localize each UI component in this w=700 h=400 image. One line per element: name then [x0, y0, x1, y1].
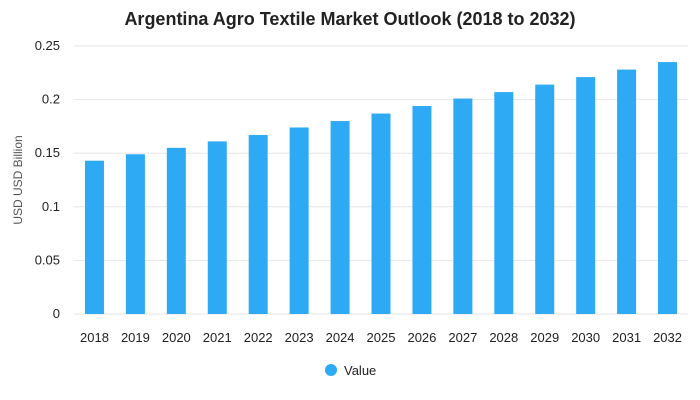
x-tick-label-2025: 2025 [367, 330, 396, 345]
legend-swatch-value [325, 364, 337, 376]
bar-2024[interactable] [330, 121, 350, 314]
y-tick-label: 0.1 [42, 199, 60, 214]
bar-2026[interactable] [412, 106, 432, 314]
x-tick-label-2030: 2030 [571, 330, 600, 345]
chart-title: Argentina Agro Textile Market Outlook (2… [124, 9, 575, 29]
x-axis-tick-labels: 2018 2019 2020 2021 2022 2023 2024 2025 2026 2027… [80, 330, 682, 345]
y-tick-label: 0.05 [35, 252, 60, 267]
y-tick-label: 0.15 [35, 145, 60, 160]
x-tick-label-2026: 2026 [407, 330, 436, 345]
bar-2019[interactable] [125, 154, 145, 314]
y-tick-label: 0.25 [35, 38, 60, 53]
x-tick-label-2023: 2023 [285, 330, 314, 345]
y-axis-tick-labels: 0 0.05 0.1 0.15 0.2 0.25 [35, 38, 60, 321]
bar-2032[interactable] [658, 62, 678, 314]
bars [84, 62, 678, 314]
x-tick-label-2032: 2032 [653, 330, 682, 345]
bar-2022[interactable] [248, 134, 268, 314]
bar-2025[interactable] [371, 113, 391, 314]
bar-2018[interactable] [84, 160, 104, 314]
x-tick-label-2031: 2031 [612, 330, 641, 345]
x-tick-label-2021: 2021 [203, 330, 232, 345]
y-axis-title: USD USD Billion [11, 135, 25, 224]
x-tick-label-2019: 2019 [121, 330, 150, 345]
x-tick-label-2022: 2022 [244, 330, 273, 345]
bar-2027[interactable] [453, 98, 473, 314]
x-tick-label-2020: 2020 [162, 330, 191, 345]
y-tick-label: 0 [53, 306, 60, 321]
x-tick-label-2027: 2027 [448, 330, 477, 345]
y-tick-label: 0.2 [42, 92, 60, 107]
x-tick-label-2029: 2029 [530, 330, 559, 345]
bar-2021[interactable] [207, 141, 227, 314]
bar-2031[interactable] [617, 69, 637, 314]
bar-2029[interactable] [535, 84, 555, 314]
legend[interactable]: Value [325, 363, 376, 378]
x-tick-label-2024: 2024 [326, 330, 355, 345]
bar-2028[interactable] [494, 92, 514, 314]
bar-2020[interactable] [166, 147, 186, 314]
bar-2030[interactable] [576, 77, 596, 314]
legend-label-value: Value [344, 363, 376, 378]
bar-2023[interactable] [289, 127, 309, 314]
x-tick-label-2018: 2018 [80, 330, 109, 345]
x-tick-label-2028: 2028 [489, 330, 518, 345]
